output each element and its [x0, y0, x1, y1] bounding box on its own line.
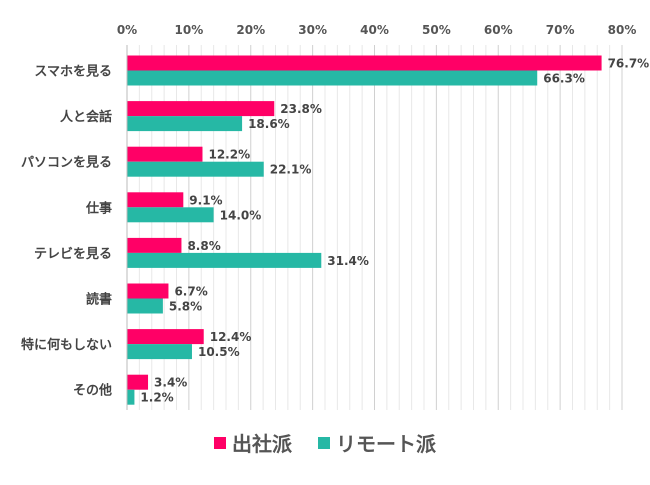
bar-remote [127, 207, 214, 223]
x-tick-label: 40% [360, 23, 389, 37]
category-label: パソコンを見る [21, 156, 112, 171]
bar-office [127, 237, 182, 253]
legend: 出社派 リモート派 [0, 428, 650, 457]
category-label: 特に何もしない [21, 337, 112, 353]
bar-remote [127, 298, 163, 314]
data-label: 23.8% [280, 102, 322, 116]
data-label: 31.4% [327, 254, 369, 268]
x-tick-label: 70% [546, 23, 575, 37]
data-label: 12.4% [210, 330, 252, 344]
bar-office [127, 329, 204, 345]
bar-remote [127, 389, 135, 405]
category-label: スマホを見る [34, 65, 112, 80]
category-label: 人と会話 [60, 109, 112, 125]
x-tick-label: 20% [236, 23, 265, 37]
x-tick-label: 50% [422, 23, 451, 37]
bar-office [127, 192, 184, 208]
bar-office [127, 283, 169, 299]
x-tick-label: 0% [117, 23, 137, 37]
data-label: 8.8% [187, 239, 220, 253]
category-label: 仕事 [85, 200, 112, 216]
data-label: 66.3% [543, 72, 585, 86]
category-label: 読書 [86, 292, 112, 308]
data-label: 12.2% [208, 148, 250, 162]
bar-remote [127, 252, 322, 268]
data-label: 18.6% [248, 117, 290, 131]
x-tick-label: 60% [484, 23, 513, 37]
bar-remote [127, 116, 243, 132]
data-label: 6.7% [174, 285, 207, 299]
data-label: 1.2% [140, 391, 173, 405]
legend-label-office: 出社派 [232, 432, 292, 456]
x-tick-label: 30% [298, 23, 327, 37]
bar-office [127, 55, 602, 71]
data-label: 3.4% [154, 376, 187, 390]
data-label: 14.0% [220, 208, 262, 222]
legend-swatch-office [214, 436, 226, 449]
category-label: その他 [73, 383, 112, 399]
bar-office [127, 146, 203, 162]
legend-item-office: 出社派 [214, 428, 292, 457]
legend-label-remote: リモート派 [336, 432, 436, 456]
bar-remote [127, 70, 538, 86]
bar-office [127, 101, 275, 117]
x-tick-label: 80% [608, 23, 637, 37]
category-label: テレビを見る [34, 246, 112, 262]
bar-chart: 0% 10% 20% 30% 40% 50% 60% 70% 80% スマホを見る 76.7% 66.… [21, 23, 650, 410]
bar-office [127, 374, 149, 390]
bar-remote [127, 161, 264, 177]
legend-swatch-remote [318, 436, 330, 449]
data-label: 22.1% [270, 163, 312, 177]
x-tick-label: 10% [175, 23, 204, 37]
data-label: 9.1% [189, 193, 222, 207]
data-label: 76.7% [608, 57, 650, 71]
data-label: 10.5% [198, 345, 240, 359]
data-label: 5.8% [169, 300, 202, 314]
bar-remote [127, 344, 192, 360]
legend-item-remote: リモート派 [318, 428, 436, 457]
